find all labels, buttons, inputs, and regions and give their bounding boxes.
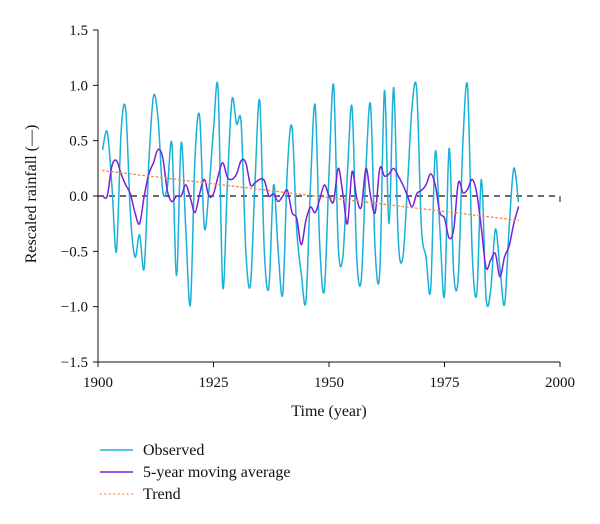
legend-item-observed: Observed (100, 442, 204, 459)
x-tick-label: 1975 (430, 375, 460, 391)
series-lines (101, 81, 520, 308)
y-tick-label: 1.5 (69, 23, 88, 39)
y-tick-label: −1.0 (61, 300, 88, 316)
legend-item-trend: Trend (100, 486, 181, 503)
y-tick-label: 1.0 (69, 78, 88, 94)
x-tick-label: 2000 (545, 375, 575, 391)
y-axis-title: Rescaled rainfall (—) (23, 125, 40, 264)
y-tick-label: 0.0 (69, 189, 88, 205)
y-tick-label: 0.5 (69, 134, 88, 150)
legend: Observed 5-year moving average Trend (100, 442, 290, 503)
legend-item-moving-average: 5-year moving average (100, 464, 290, 481)
x-tick-label: 1900 (83, 375, 113, 391)
legend-label-observed: Observed (143, 442, 204, 459)
y-tick-label: −0.5 (61, 244, 88, 260)
moving-average-series-line (101, 148, 520, 278)
x-tick-label: 1950 (314, 375, 344, 391)
y-tick-label: −1.5 (61, 355, 88, 371)
x-axis-title: Time (year) (291, 403, 366, 420)
observed-series-line (101, 81, 520, 308)
legend-label-trend: Trend (143, 486, 181, 503)
legend-label-moving-average: 5-year moving average (143, 464, 290, 481)
axes: −1.5 −1.0 −0.5 0.0 0.5 1.0 1.5 1900 1925 1950 1975… (61, 23, 575, 391)
x-tick-label: 1925 (199, 375, 229, 391)
